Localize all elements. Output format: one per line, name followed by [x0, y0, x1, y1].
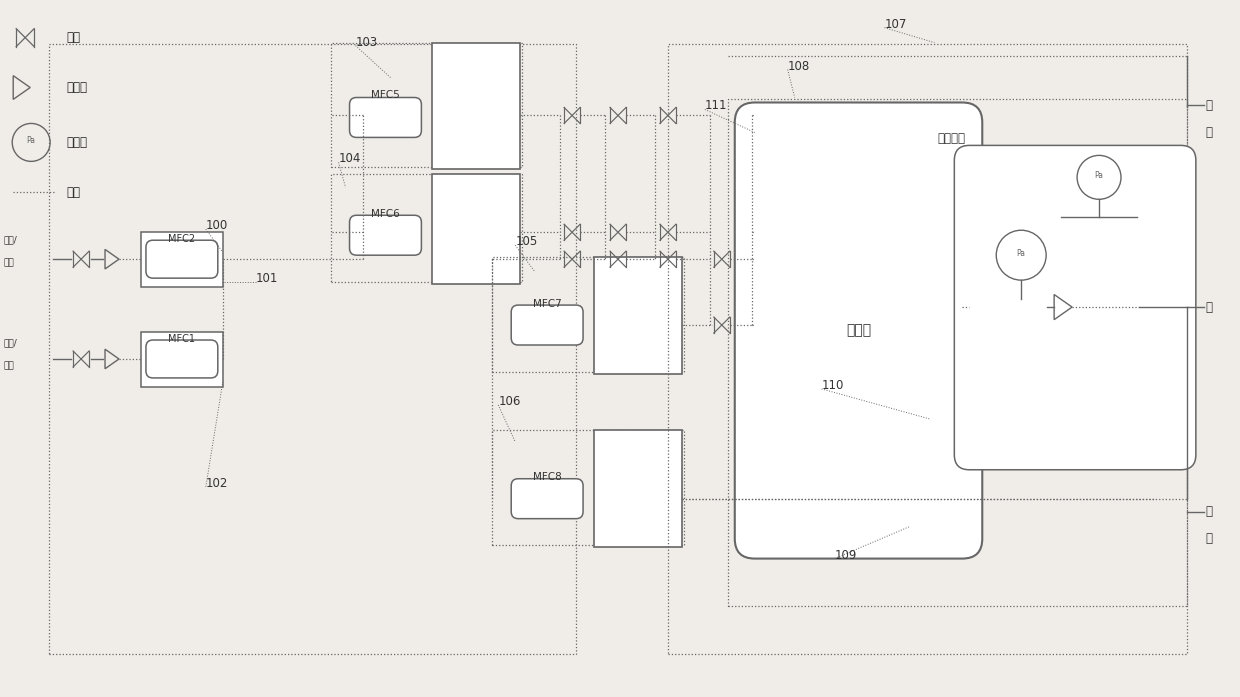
FancyBboxPatch shape [146, 340, 218, 378]
Text: 氢气/: 氢气/ [4, 235, 17, 244]
Text: 111: 111 [704, 100, 728, 112]
FancyBboxPatch shape [350, 98, 422, 137]
Text: MFC5: MFC5 [371, 89, 399, 100]
Bar [433, 43, 521, 169]
Text: 真空计: 真空计 [66, 136, 87, 149]
Text: MFC8: MFC8 [533, 472, 562, 482]
Bar [668, 44, 1187, 654]
Bar [141, 232, 223, 287]
Text: 109: 109 [835, 549, 857, 562]
FancyBboxPatch shape [511, 305, 583, 345]
Text: 载气: 载气 [4, 258, 14, 267]
Text: 107: 107 [884, 17, 906, 31]
Bar [50, 44, 577, 654]
Text: 氢气/: 氢气/ [4, 338, 17, 347]
FancyBboxPatch shape [735, 102, 982, 558]
Bar [492, 430, 684, 544]
Bar [331, 174, 522, 282]
Text: 旁: 旁 [1205, 505, 1213, 518]
Bar [141, 332, 223, 387]
Text: 路: 路 [1205, 532, 1213, 545]
Text: 泵: 泵 [1205, 300, 1213, 314]
Text: MFC1: MFC1 [169, 334, 196, 344]
Text: 103: 103 [356, 36, 378, 49]
Text: MFC2: MFC2 [169, 234, 196, 244]
Text: 真空系统: 真空系统 [937, 132, 965, 146]
Text: MFC6: MFC6 [371, 209, 399, 220]
Text: 110: 110 [822, 379, 844, 392]
Text: 载气: 载气 [4, 361, 14, 370]
Text: 路: 路 [1205, 126, 1213, 139]
FancyBboxPatch shape [146, 240, 218, 278]
Bar [728, 100, 1187, 606]
Text: 阀门: 阀门 [66, 31, 81, 44]
Text: 106: 106 [498, 395, 521, 408]
Text: 旁: 旁 [1205, 99, 1213, 112]
Text: 105: 105 [515, 235, 537, 248]
Text: 100: 100 [206, 220, 228, 232]
Text: Pa: Pa [1095, 171, 1104, 180]
Bar [492, 257, 684, 372]
Text: Pa: Pa [27, 136, 36, 145]
Text: 生长室: 生长室 [846, 323, 870, 337]
FancyBboxPatch shape [511, 479, 583, 519]
FancyBboxPatch shape [955, 146, 1195, 470]
Bar [433, 174, 521, 284]
Text: 102: 102 [206, 477, 228, 490]
Bar [594, 430, 682, 546]
Text: 管线: 管线 [66, 186, 81, 199]
Text: MFC7: MFC7 [533, 299, 562, 309]
Text: 108: 108 [787, 59, 810, 72]
Bar [594, 257, 682, 374]
Text: 104: 104 [339, 153, 361, 165]
Text: Pa: Pa [1017, 249, 1025, 258]
FancyBboxPatch shape [350, 215, 422, 255]
Bar [331, 43, 522, 167]
Text: 101: 101 [255, 272, 278, 285]
Text: 单向阀: 单向阀 [66, 81, 87, 94]
